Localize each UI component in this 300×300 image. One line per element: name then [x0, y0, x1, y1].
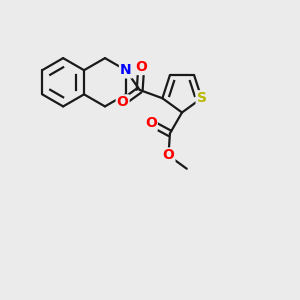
Text: O: O	[163, 148, 174, 163]
Text: O: O	[135, 60, 147, 74]
Text: O: O	[117, 95, 129, 110]
Text: O: O	[145, 116, 157, 130]
Text: S: S	[196, 91, 207, 105]
Text: N: N	[120, 63, 132, 77]
Text: N: N	[120, 63, 132, 77]
